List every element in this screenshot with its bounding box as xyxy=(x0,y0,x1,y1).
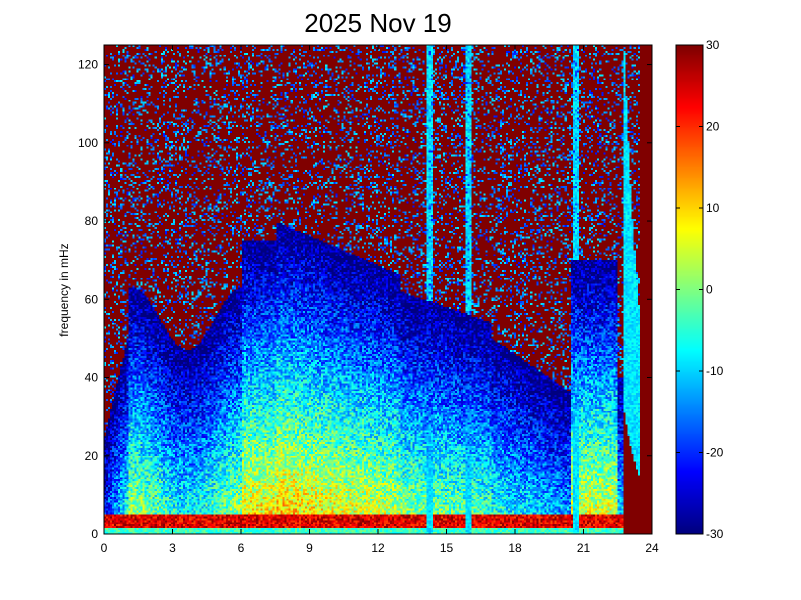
spectrogram-plot-area xyxy=(103,44,653,535)
x-tick-label: 15 xyxy=(440,541,454,555)
spectrogram-heatmap xyxy=(104,45,652,534)
x-tick-label: 9 xyxy=(306,541,313,555)
y-tick-label: 60 xyxy=(85,292,99,306)
colorbar-tick-label: 30 xyxy=(706,38,720,52)
x-tick-label: 21 xyxy=(577,541,591,555)
colorbar-gradient xyxy=(676,45,703,534)
colorbar-tick-label: -10 xyxy=(706,364,724,378)
chart-title: 2025 Nov 19 xyxy=(304,8,451,38)
colorbar-tick-label: -30 xyxy=(706,527,724,541)
y-tick-label: 80 xyxy=(85,214,99,228)
colorbar-tick-label: -20 xyxy=(706,446,724,460)
y-tick-label: 0 xyxy=(91,527,98,541)
y-tick-label: 20 xyxy=(85,449,99,463)
x-tick-label: 0 xyxy=(101,541,108,555)
x-tick-label: 6 xyxy=(238,541,245,555)
x-tick-label: 24 xyxy=(645,541,659,555)
y-axis: 0 20 40 60 80 100 120 xyxy=(78,58,652,541)
x-tick-label: 3 xyxy=(169,541,176,555)
y-tick-label: 100 xyxy=(78,136,98,150)
colorbar-tick-label: 20 xyxy=(706,120,720,134)
colorbar-ticks: 30 20 10 0 -10 -20 -30 xyxy=(676,38,724,541)
y-tick-label: 40 xyxy=(85,371,99,385)
x-tick-label: 18 xyxy=(508,541,522,555)
colorbar: 30 20 10 0 -10 -20 -30 xyxy=(675,38,724,541)
y-axis-label: frequency in mHz xyxy=(57,243,71,336)
colorbar-tick-label: 0 xyxy=(706,283,713,297)
y-tick-label: 120 xyxy=(78,58,98,72)
x-axis: 0 3 6 9 12 15 18 21 24 xyxy=(101,45,659,555)
colorbar-tick-label: 10 xyxy=(706,201,720,215)
x-tick-label: 12 xyxy=(371,541,385,555)
